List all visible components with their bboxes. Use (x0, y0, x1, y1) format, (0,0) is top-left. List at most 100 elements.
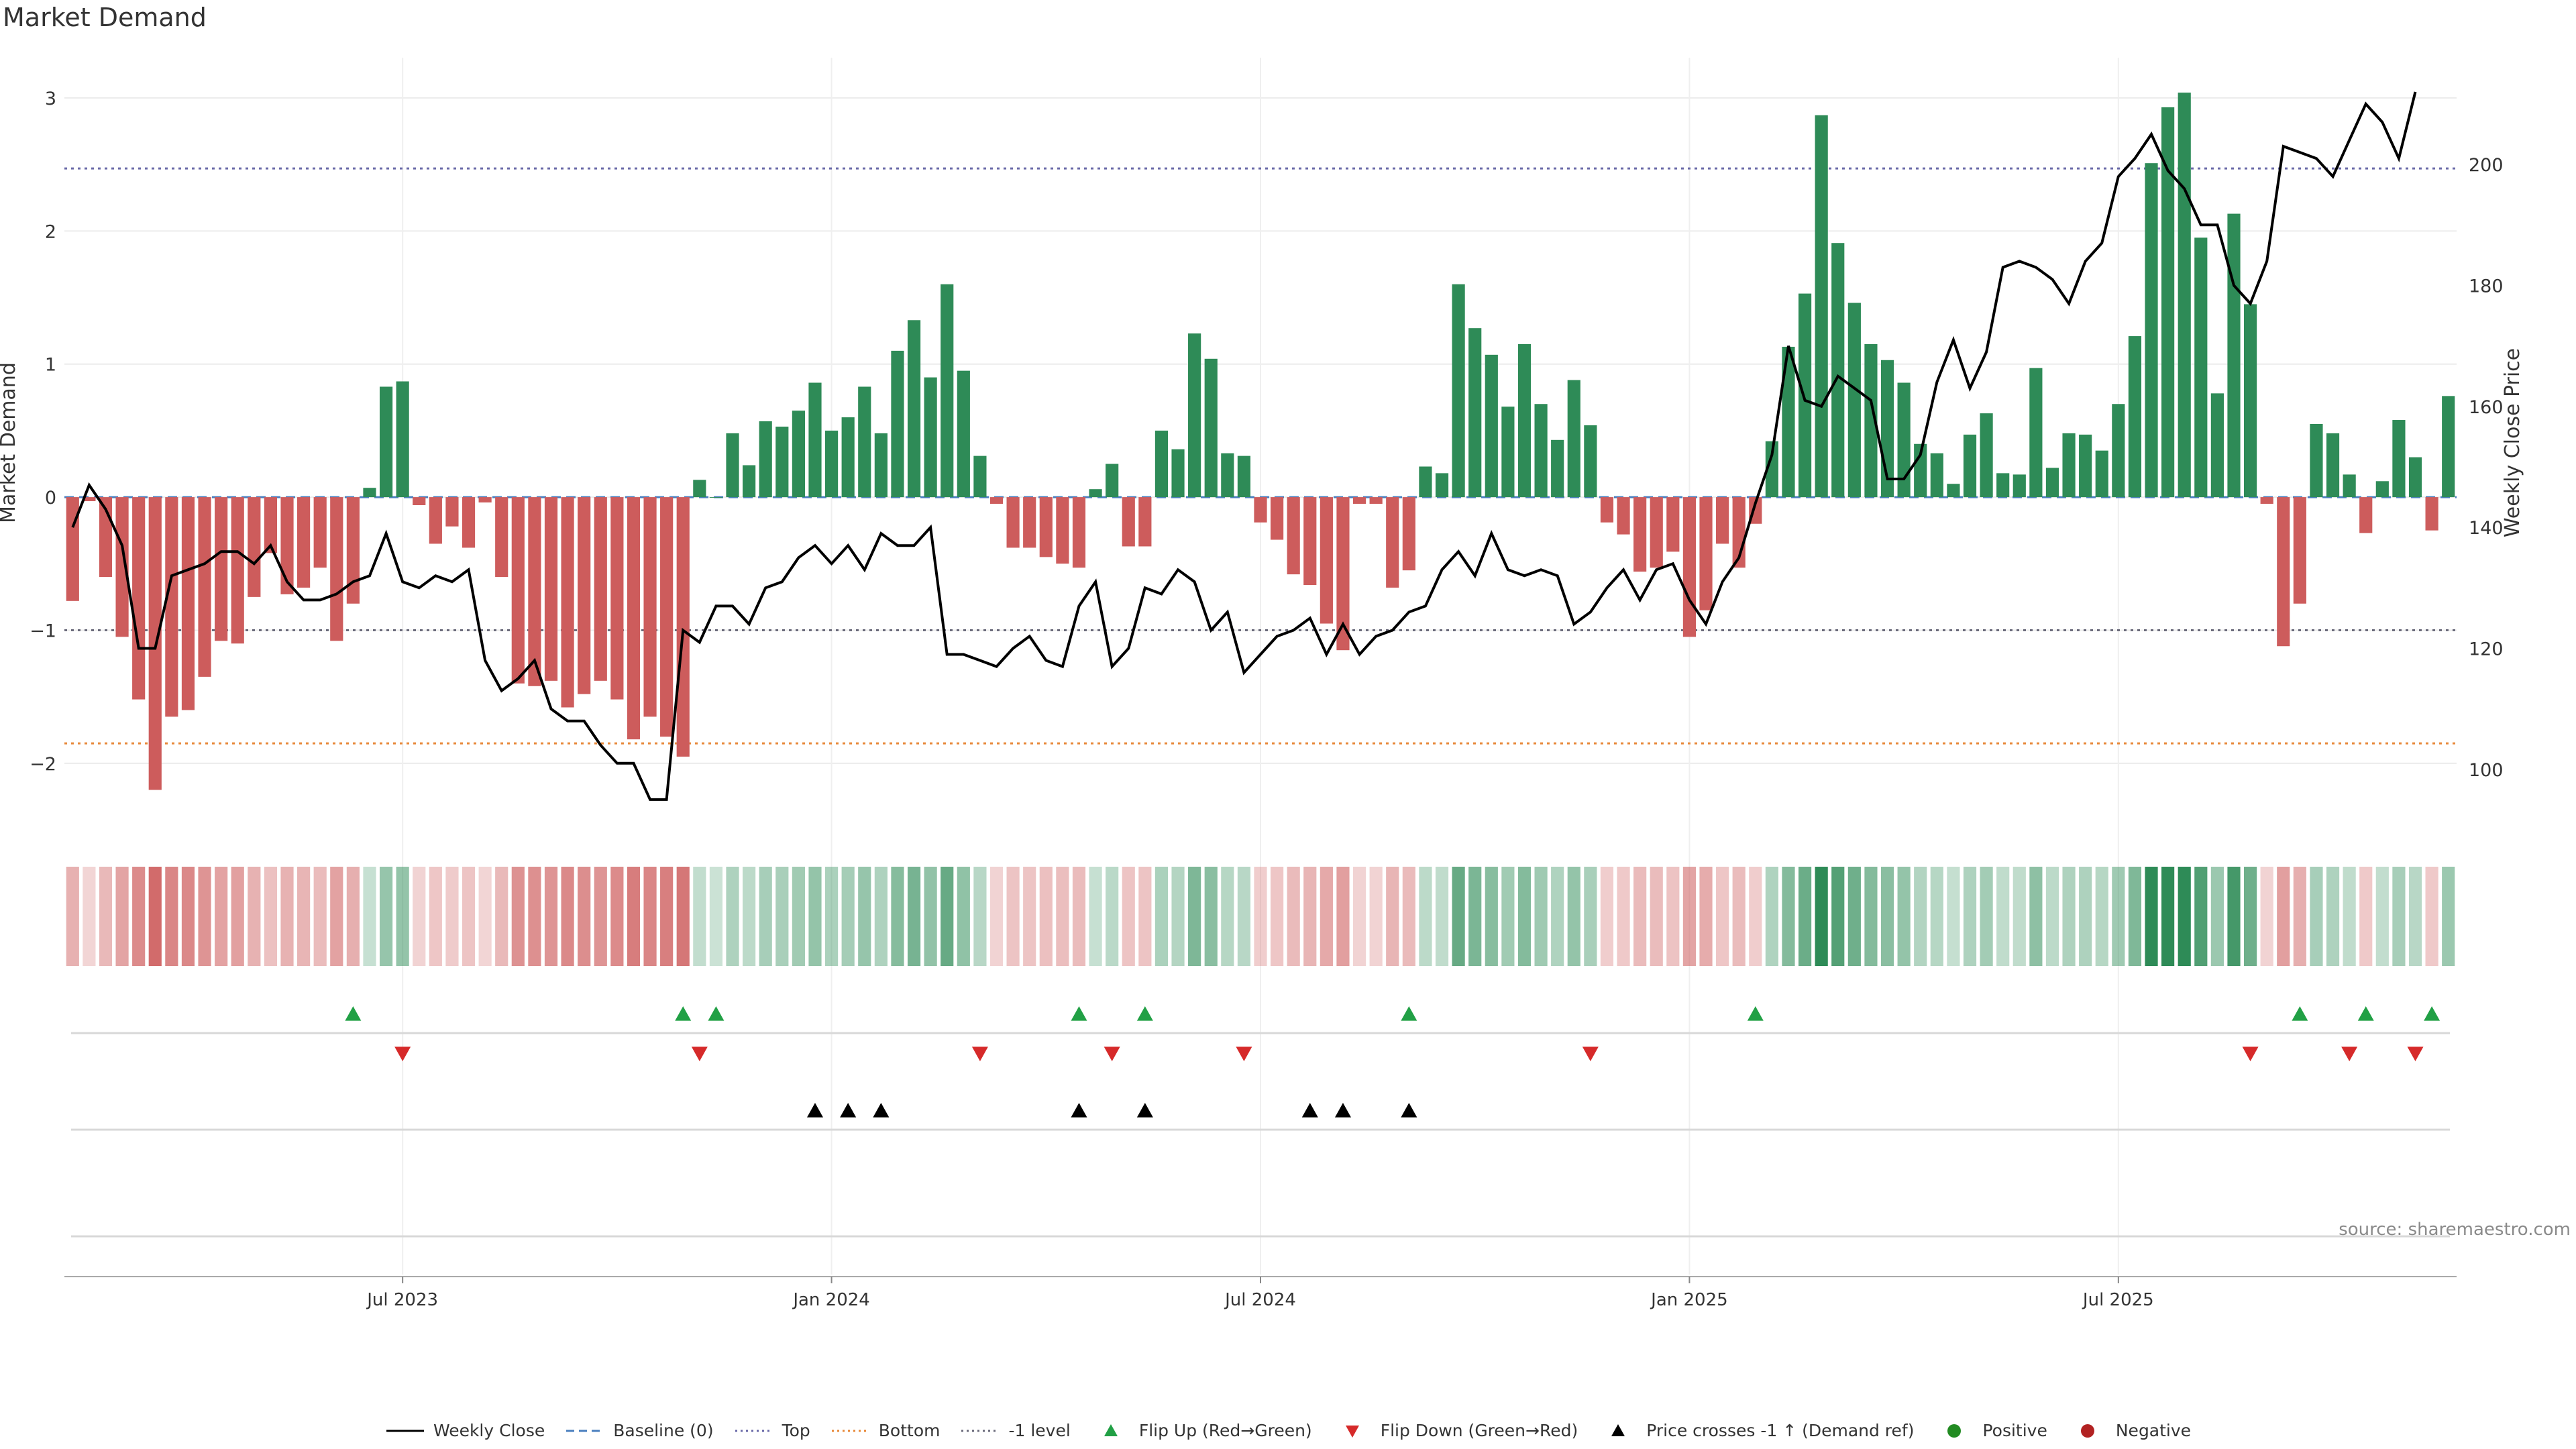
legend-item-dot-neg: Negative (2068, 1421, 2191, 1440)
demand-bar (1947, 484, 1960, 498)
demand-bar (1039, 497, 1053, 557)
flip-up-marker (708, 1006, 724, 1021)
demand-bar (2128, 336, 2142, 498)
legend-item-dot-pos: Positive (1934, 1421, 2047, 1440)
heat-cell (132, 867, 146, 966)
demand-bar (165, 497, 178, 717)
heat-cell (594, 867, 607, 966)
heat-cell (1254, 867, 1267, 966)
demand-bar (115, 497, 129, 637)
grid-lines (64, 58, 2457, 1275)
flip-down-marker (2341, 1046, 2358, 1061)
demand-bar (2079, 434, 2092, 498)
heat-cell (165, 867, 178, 966)
heat-cell (2326, 867, 2340, 966)
demand-bar (1980, 413, 1993, 498)
demand-bar (941, 284, 954, 498)
demand-bar (1534, 404, 1548, 498)
demand-bar (2210, 393, 2224, 498)
demand-bar (1517, 343, 1532, 498)
heat-cell (2408, 867, 2422, 966)
heat-cell (2095, 867, 2108, 966)
flip-up-marker (1401, 1006, 1417, 1021)
legend-item-top: Top (734, 1421, 810, 1440)
heat-cell (1815, 867, 1828, 966)
heat-cell (1847, 867, 1861, 966)
y-tick-label: 3 (45, 89, 56, 109)
price-cross-marker (1334, 1103, 1351, 1118)
demand-bar (1402, 497, 1415, 571)
demand-bar (594, 497, 607, 681)
heat-cell (313, 867, 327, 966)
heat-cell (2062, 867, 2076, 966)
heat-cell (2359, 867, 2373, 966)
heat-cell (2243, 867, 2257, 966)
heat-cell (1633, 867, 1647, 966)
heat-cell (1534, 867, 1548, 966)
demand-bar (1006, 497, 1020, 548)
flip-up-marker (2357, 1006, 2374, 1021)
demand-bar (1056, 497, 1069, 564)
flip-down-marker (971, 1046, 988, 1061)
heat-cell (1271, 867, 1284, 966)
heat-cell (1006, 867, 1020, 966)
heat-cell (280, 867, 294, 966)
heat-cell (2227, 867, 2241, 966)
demand-bar (181, 497, 195, 710)
demand-bar (2012, 474, 2026, 498)
demand-bar (824, 430, 839, 498)
demand-bar (907, 320, 921, 498)
heat-cell (2045, 867, 2059, 966)
demand-bar (330, 497, 343, 641)
flip-down-marker (1104, 1046, 1120, 1061)
y-tick-label: 1 (45, 355, 56, 376)
legend-item-bottom: Bottom (830, 1421, 940, 1440)
demand-bar (1600, 497, 1614, 523)
heat-cell (808, 867, 822, 966)
heat-cell (396, 867, 409, 966)
demand-bar (874, 433, 888, 498)
heat-cell (1352, 867, 1366, 966)
y-axis-left: −2 −1 0 1 2 3 (30, 89, 56, 775)
y2-tick-label: 200 (2469, 155, 2504, 176)
y2-tick-label: 160 (2469, 397, 2504, 418)
demand-bar (528, 497, 541, 686)
demand-bar (2277, 497, 2290, 647)
legend-label: Positive (1982, 1421, 2047, 1440)
demand-bar (578, 497, 591, 694)
demand-bar (841, 417, 855, 498)
heat-cell (1122, 867, 1135, 966)
demand-bar (1237, 455, 1250, 498)
y2-tick-label: 140 (2469, 518, 2504, 539)
demand-bar (1336, 497, 1350, 651)
heat-cell (874, 867, 888, 966)
demand-bar (1501, 407, 1515, 498)
demand-bar (2145, 163, 2158, 498)
demand-bar (2062, 433, 2076, 498)
heat-cell (792, 867, 805, 966)
demand-bar (1765, 441, 1778, 498)
demand-bar (132, 497, 146, 700)
demand-bar (627, 497, 641, 740)
demand-bar (1897, 382, 1911, 498)
heat-cell (2277, 867, 2290, 966)
demand-bar (561, 497, 574, 708)
demand-bar (676, 497, 690, 757)
flip-down-marker (1236, 1046, 1252, 1061)
flip-down-marker (2407, 1046, 2424, 1061)
demand-bar (2343, 474, 2356, 498)
legend-item-cross: Price crosses -1 ↑ (Demand ref) (1598, 1421, 1914, 1440)
demand-bar (248, 497, 261, 597)
heat-cell (379, 867, 393, 966)
heat-cell (1402, 867, 1415, 966)
heat-cell (1221, 867, 1234, 966)
demand-bar (2326, 433, 2340, 498)
demand-bar (660, 497, 674, 737)
legend-item-baseline: Baseline (0) (565, 1421, 714, 1440)
heat-cell (1947, 867, 1960, 966)
heat-cell (1336, 867, 1350, 966)
heat-cell (429, 867, 442, 966)
heat-cell (1650, 867, 1663, 966)
demand-bar (2243, 304, 2257, 498)
